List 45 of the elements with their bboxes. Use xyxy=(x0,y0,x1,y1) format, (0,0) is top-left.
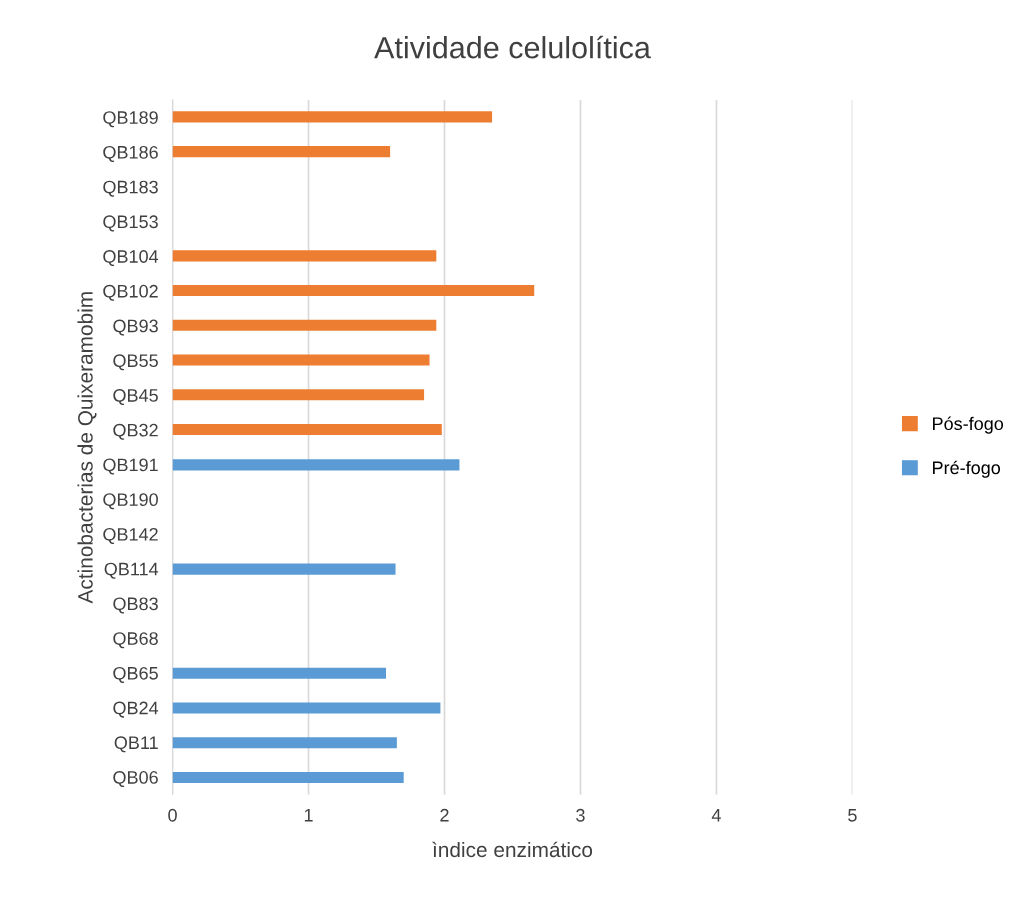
bar xyxy=(172,354,430,366)
bar xyxy=(172,459,460,471)
x-tick-label: 4 xyxy=(711,809,721,822)
bar xyxy=(172,771,404,784)
y-tick-label: QB55 xyxy=(113,354,158,371)
y-tick-label: QB102 xyxy=(103,284,158,301)
bar xyxy=(172,285,535,297)
y-tick-label: QB104 xyxy=(103,250,159,267)
x-tick-label: 3 xyxy=(576,808,585,822)
y-tick-label: QB32 xyxy=(113,423,158,440)
y-tick-label: QB186 xyxy=(103,145,158,162)
y-tick-label: QB189 xyxy=(103,111,158,128)
bar xyxy=(172,319,437,331)
y-tick-label: QB65 xyxy=(113,666,158,683)
bar xyxy=(172,146,391,158)
chart-title: Atividade celulolítica xyxy=(374,35,651,59)
legend-label: Pós-fogo xyxy=(933,416,1004,434)
x-tick-label: 5 xyxy=(848,809,857,822)
x-tick-label: 2 xyxy=(440,808,449,822)
y-tick-label: QB24 xyxy=(113,701,159,718)
bar xyxy=(172,423,442,436)
bar xyxy=(172,111,493,123)
bar xyxy=(172,563,396,575)
y-tick-label: QB68 xyxy=(113,632,158,649)
y-tick-label: QB45 xyxy=(113,389,158,406)
y-tick-label: QB153 xyxy=(103,215,158,232)
y-tick-label: QB190 xyxy=(103,493,158,510)
y-tick-label: QB93 xyxy=(113,319,158,336)
y-tick-label: QB83 xyxy=(113,597,158,614)
x-tick-label: 1 xyxy=(304,809,313,822)
legend-label: Pré-fogo xyxy=(933,460,1001,478)
y-tick-label: QB11 xyxy=(114,736,158,753)
bar xyxy=(172,250,437,262)
x-axis-title: ìndice enzimático xyxy=(432,841,593,858)
bar xyxy=(172,667,387,679)
bar xyxy=(172,702,441,714)
bar xyxy=(172,737,397,749)
x-tick-label: 0 xyxy=(168,808,177,822)
y-tick-label: QB183 xyxy=(103,180,158,197)
y-axis-title: Actinobacterias de Quixeramobim xyxy=(77,292,97,604)
y-tick-label: QB142 xyxy=(103,527,158,544)
y-tick-label: QB191 xyxy=(103,458,158,475)
y-tick-label: QB06 xyxy=(113,771,158,788)
y-tick-label: QB114 xyxy=(104,562,159,579)
bar xyxy=(172,389,425,401)
